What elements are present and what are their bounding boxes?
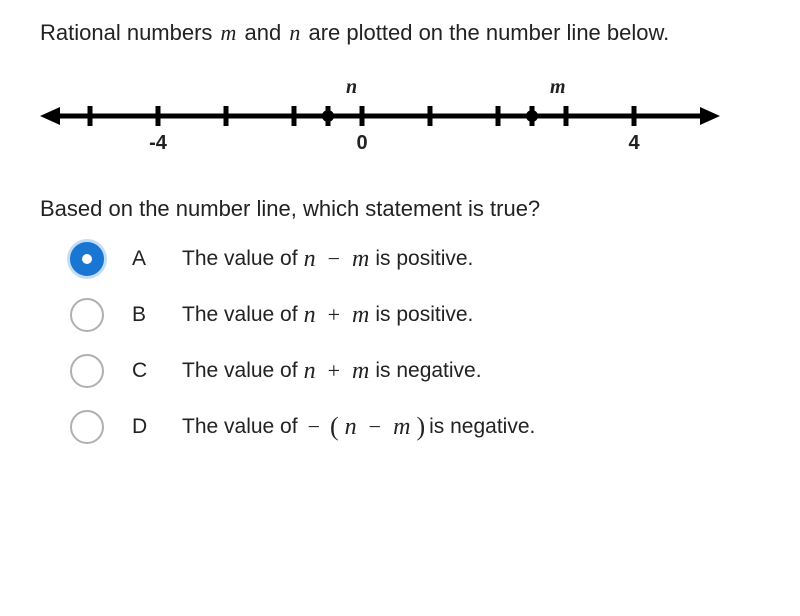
option-text: The value of n−m is positive. — [182, 246, 473, 273]
option-letter: D — [132, 415, 182, 439]
number-line-svg — [40, 98, 720, 138]
option-c[interactable]: CThe value of n+m is negative. — [70, 354, 760, 388]
radio-c[interactable] — [70, 354, 104, 388]
point-label-n: n — [346, 76, 357, 99]
radio-d[interactable] — [70, 410, 104, 444]
option-text: The value of n+m is negative. — [182, 358, 482, 385]
tick-label: 4 — [628, 132, 639, 155]
question-prompt: Rational numbers m and n are plotted on … — [40, 20, 760, 46]
option-letter: A — [132, 247, 182, 271]
option-text: The value of −(n−m) is negative. — [182, 412, 535, 442]
option-letter: B — [132, 303, 182, 327]
point-label-m: m — [550, 76, 566, 99]
sub-question: Based on the number line, which statemen… — [40, 196, 760, 222]
option-letter: C — [132, 359, 182, 383]
option-b[interactable]: BThe value of n+m is positive. — [70, 298, 760, 332]
tick-label: -4 — [149, 132, 167, 155]
options-group: AThe value of n−m is positive.BThe value… — [40, 242, 760, 444]
radio-a[interactable] — [70, 242, 104, 276]
tick-label: 0 — [356, 132, 367, 155]
number-line: n m -4 0 4 — [40, 76, 720, 166]
option-text: The value of n+m is positive. — [182, 302, 473, 329]
radio-b[interactable] — [70, 298, 104, 332]
option-a[interactable]: AThe value of n−m is positive. — [70, 242, 760, 276]
option-d[interactable]: DThe value of −(n−m) is negative. — [70, 410, 760, 444]
